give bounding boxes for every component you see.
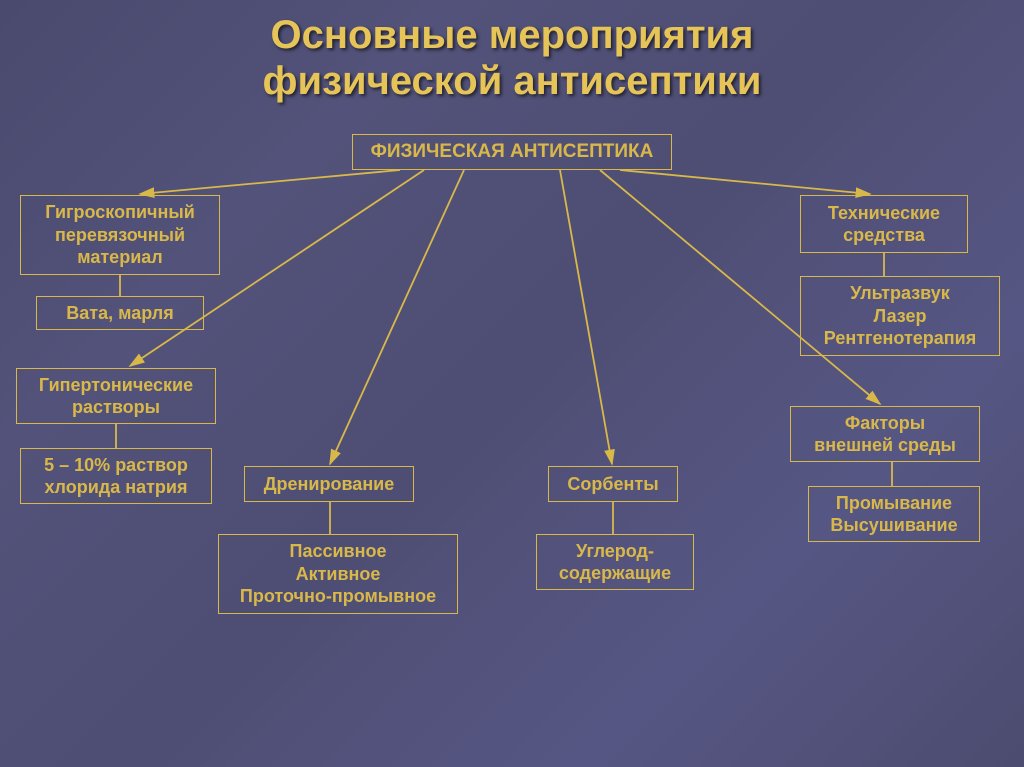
node-dren_sub: ПассивноеАктивноеПроточно-промывное bbox=[218, 534, 458, 614]
node-tech: Техническиесредства bbox=[800, 195, 968, 253]
node-env: Факторывнешней среды bbox=[790, 406, 980, 462]
node-line: Активное bbox=[296, 563, 381, 586]
node-line: Лазер bbox=[873, 305, 926, 328]
arrow-line bbox=[140, 170, 400, 194]
node-dren: Дренирование bbox=[244, 466, 414, 502]
node-line: Ультразвук bbox=[850, 282, 950, 305]
node-line: перевязочный bbox=[55, 224, 185, 247]
title-line-1: Основные мероприятия bbox=[0, 12, 1024, 58]
node-line: Пассивное bbox=[290, 540, 387, 563]
node-line: Высушивание bbox=[830, 514, 957, 537]
node-line: Промывание bbox=[836, 492, 952, 515]
title-line-2: физической антисептики bbox=[0, 58, 1024, 104]
node-line: материал bbox=[77, 246, 162, 269]
node-hyper: Гипертоническиерастворы bbox=[16, 368, 216, 424]
node-hygro: Гигроскопичныйперевязочныйматериал bbox=[20, 195, 220, 275]
node-sorb_sub: Углерод-содержащие bbox=[536, 534, 694, 590]
node-root: ФИЗИЧЕСКАЯ АНТИСЕПТИКА bbox=[352, 134, 672, 170]
node-line: содержащие bbox=[559, 562, 671, 585]
node-line: растворы bbox=[72, 396, 160, 419]
arrow-line bbox=[560, 170, 612, 464]
arrow-line bbox=[330, 170, 464, 464]
node-line: 5 – 10% раствор bbox=[44, 454, 188, 477]
node-vata: Вата, марля bbox=[36, 296, 204, 330]
node-line: Проточно-промывное bbox=[240, 585, 436, 608]
node-tech_sub: УльтразвукЛазерРентгенотерапия bbox=[800, 276, 1000, 356]
node-line: Технические bbox=[828, 202, 940, 225]
node-line: Рентгенотерапия bbox=[824, 327, 976, 350]
node-line: Гипертонические bbox=[39, 374, 193, 397]
node-line: хлорида натрия bbox=[45, 476, 188, 499]
node-nacl: 5 – 10% растворхлорида натрия bbox=[20, 448, 212, 504]
node-env_sub: ПромываниеВысушивание bbox=[808, 486, 980, 542]
arrow-group bbox=[116, 170, 892, 534]
node-line: внешней среды bbox=[814, 434, 956, 457]
slide-title: Основные мероприятия физической антисепт… bbox=[0, 0, 1024, 104]
node-line: Гигроскопичный bbox=[45, 201, 195, 224]
node-line: Факторы bbox=[845, 412, 925, 435]
arrow-line bbox=[620, 170, 870, 194]
node-line: средства bbox=[843, 224, 925, 247]
node-line: Углерод- bbox=[576, 540, 654, 563]
node-sorb: Сорбенты bbox=[548, 466, 678, 502]
